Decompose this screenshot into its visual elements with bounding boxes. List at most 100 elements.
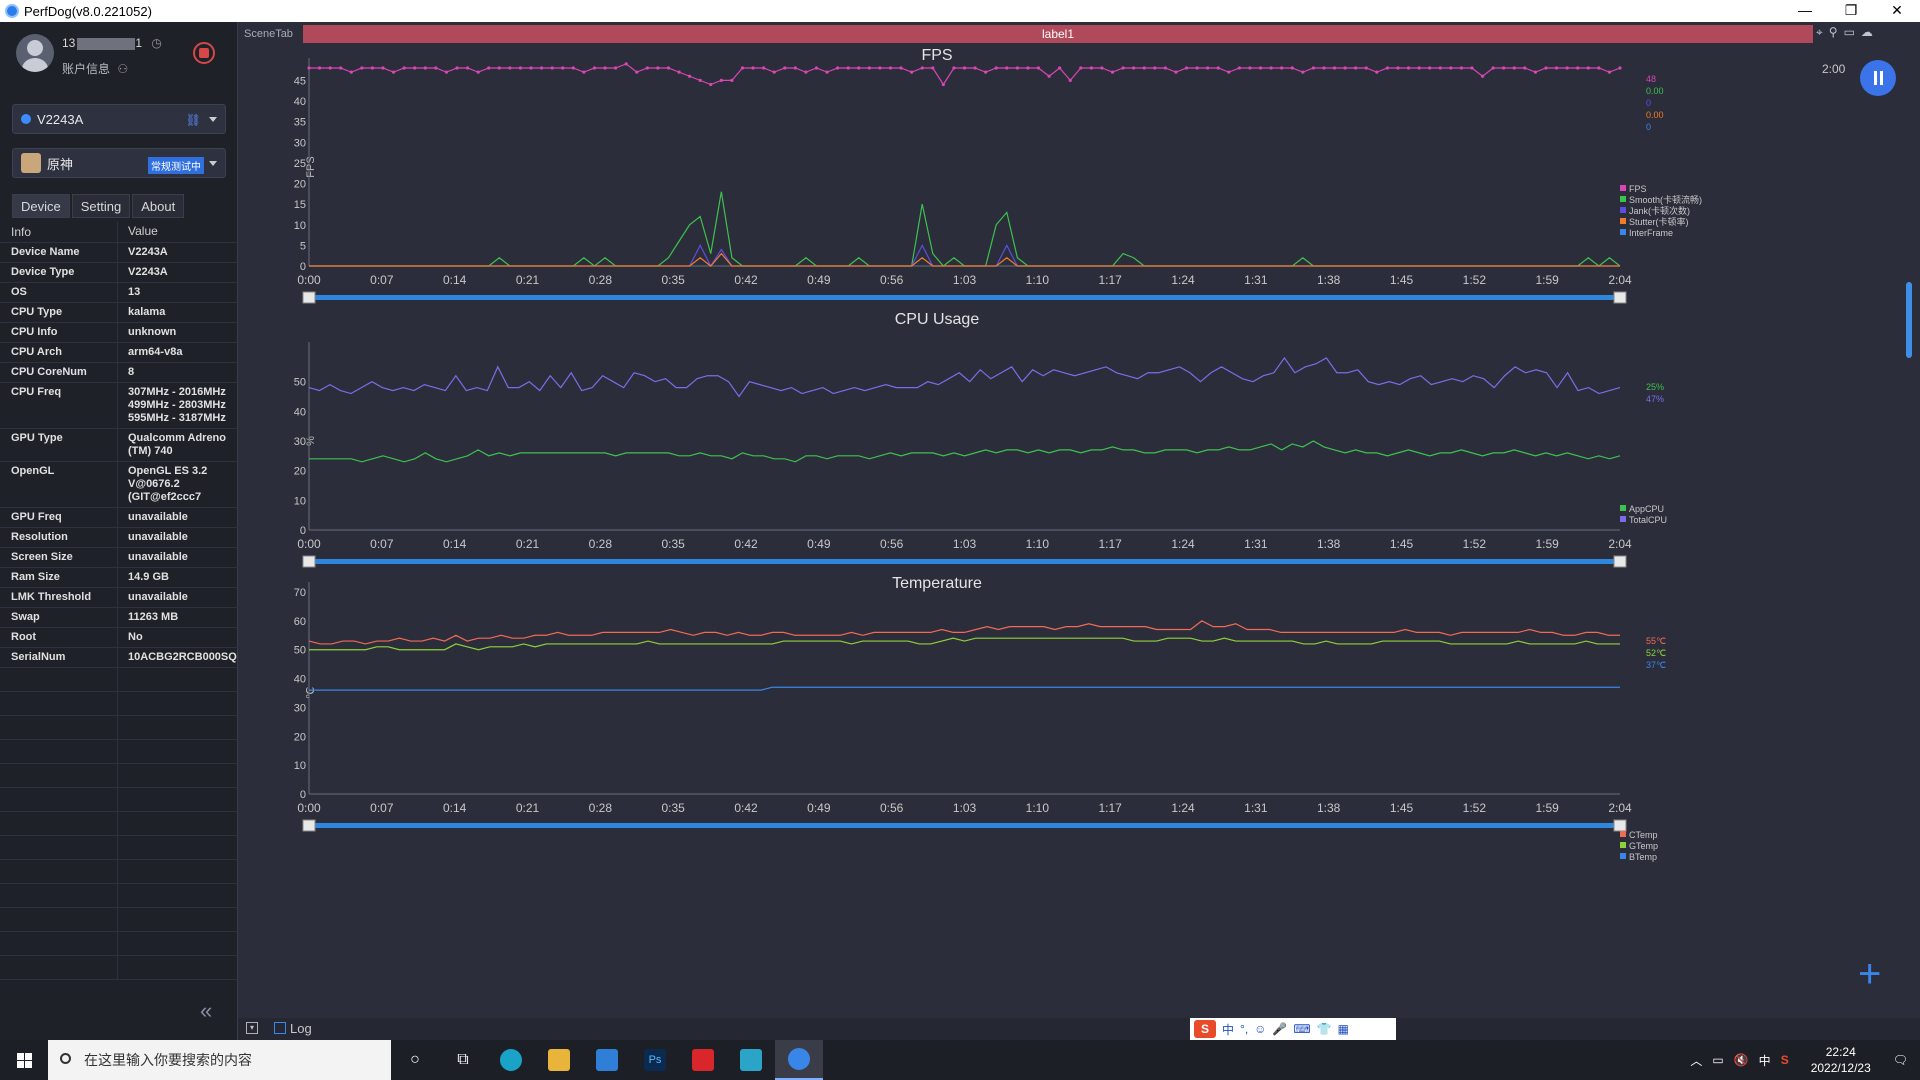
data-point: [1174, 70, 1178, 74]
table-row: CPU Type kalama: [0, 303, 238, 323]
pause-button[interactable]: [1860, 60, 1896, 96]
bottom-bar: ▾ Log S 中 °, ☺ 🎤 ⌨ 👕 ▦: [238, 1018, 1920, 1040]
maximize-button[interactable]: ❐: [1844, 2, 1858, 18]
ime-chinese-mode[interactable]: 中: [1222, 1022, 1235, 1037]
table-row: CPU Freq 307MHz - 2016MHz 499MHz - 2803MH…: [0, 383, 238, 429]
y-tick-label: 45: [294, 75, 306, 87]
folder-icon[interactable]: ▭: [1843, 25, 1855, 39]
sogou-ime-icon[interactable]: S: [1194, 1020, 1216, 1038]
clock[interactable]: 22:24 2022/12/23: [1811, 1044, 1871, 1076]
collapse-sidebar-icon[interactable]: «: [200, 998, 213, 1023]
ime-language[interactable]: 中: [1758, 1053, 1771, 1068]
data-point: [1438, 66, 1442, 70]
legend-label: Jank(卡顿次数): [1629, 205, 1690, 216]
legend-label: BTemp: [1629, 852, 1657, 862]
data-point: [1417, 66, 1421, 70]
info-key: Root: [0, 628, 118, 647]
legend-swatch: [1620, 505, 1626, 511]
notification-icon[interactable]: 🗨: [1892, 1053, 1908, 1067]
sogou-tray-icon[interactable]: S: [1780, 1053, 1789, 1067]
edge-browser-icon[interactable]: [487, 1040, 535, 1080]
info-value: 8: [128, 366, 135, 378]
minimize-button[interactable]: —: [1798, 2, 1812, 18]
table-row: OS 13: [0, 283, 238, 303]
data-point: [592, 66, 597, 70]
info-key: Screen Size: [0, 548, 118, 567]
location-icon[interactable]: ⌖: [1816, 25, 1823, 39]
x-tick-label: 0:21: [516, 273, 540, 287]
tab-about[interactable]: About: [132, 194, 185, 218]
empty-table-row: [0, 668, 238, 692]
legend-label: InterFrame: [1629, 228, 1673, 238]
tab-setting[interactable]: Setting: [71, 194, 131, 218]
data-point: [444, 70, 449, 74]
y-tick-label: 0: [300, 261, 306, 273]
main-panel: SceneTab label1 ⌖ ⚲ ▭ ☁ FPS FPS 0 5 10 15 20 25…: [238, 22, 1920, 1040]
volume-muted-icon[interactable]: 🔇: [1733, 1053, 1749, 1067]
label-bar[interactable]: label1: [303, 25, 1813, 43]
network-icon[interactable]: ▭: [1712, 1053, 1724, 1067]
task-view-icon[interactable]: ⧉: [457, 1051, 469, 1068]
scene-tab[interactable]: SceneTab: [244, 28, 293, 40]
chevron-down-icon: [209, 161, 217, 166]
vertical-scrollbar[interactable]: [1906, 282, 1912, 358]
legend-swatch: [1620, 218, 1626, 224]
x-tick-label: 0:49: [807, 801, 831, 815]
ime-menu-icon[interactable]: ▦: [1337, 1022, 1349, 1036]
info-key: OpenGL: [0, 462, 118, 507]
series-line: [308, 356, 1621, 398]
chart-title: Temperature: [892, 575, 982, 592]
tab-device[interactable]: Device: [12, 194, 70, 218]
photoshop-icon[interactable]: Ps: [631, 1040, 679, 1080]
ime-voice-icon[interactable]: 🎤: [1272, 1022, 1288, 1036]
expand-log-icon[interactable]: ▾: [246, 1022, 258, 1034]
y-tick-label: 20: [294, 731, 306, 743]
top-toolbar: ⌖ ⚲ ▭ ☁: [1816, 25, 1873, 40]
info-value: Qualcomm Adreno (TM) 740: [128, 432, 226, 457]
y-tick-label: 20: [294, 179, 306, 191]
account-panel: 13 1 ◷ 账户信息 ⚇: [0, 22, 238, 86]
app-select-value: 原神: [47, 156, 74, 172]
live-value: 47%: [1646, 394, 1664, 404]
ime-punctuation[interactable]: °,: [1240, 1022, 1249, 1036]
data-point: [878, 66, 882, 70]
tray-expand-icon[interactable]: ︿: [1690, 1053, 1703, 1068]
y-tick-label: 20: [294, 466, 306, 478]
stop-record-button[interactable]: [193, 42, 215, 64]
pin-icon[interactable]: ⚲: [1828, 25, 1838, 39]
windows-start-icon[interactable]: [0, 1040, 48, 1080]
cloud-icon[interactable]: ☁: [1860, 25, 1873, 39]
legend-swatch: [1620, 516, 1626, 522]
data-point: [1248, 66, 1252, 70]
avatar[interactable]: [16, 34, 54, 72]
data-point: [1195, 66, 1199, 70]
ime-skin-icon[interactable]: 👕: [1316, 1022, 1332, 1036]
device-select[interactable]: V2243A ⛓: [12, 104, 226, 134]
data-point: [539, 66, 544, 70]
data-point: [529, 66, 533, 70]
cortana-icon[interactable]: ○: [410, 1051, 420, 1068]
mail-icon[interactable]: [583, 1040, 631, 1080]
table-row: SerialNum 10ACBG2RCB000SQ: [0, 648, 238, 668]
ime-keyboard-icon[interactable]: ⌨: [1293, 1022, 1311, 1036]
x-tick-label: 1:59: [1535, 273, 1559, 287]
data-point: [1216, 66, 1220, 70]
data-point: [487, 66, 491, 70]
taskbar-search-input[interactable]: 在这里输入你要搜索的内容: [48, 1040, 391, 1080]
close-button[interactable]: ✕: [1891, 2, 1903, 18]
acrobat-icon[interactable]: [679, 1040, 727, 1080]
app-select[interactable]: 原神 常规测试中: [12, 148, 226, 178]
account-info-link[interactable]: 账户信息 ⚇: [62, 62, 129, 76]
log-checkbox[interactable]: [274, 1022, 286, 1034]
perfdog-taskbar-icon[interactable]: [775, 1040, 823, 1080]
y-tick-label: 50: [294, 377, 306, 389]
ime-emoji-icon[interactable]: ☺: [1254, 1022, 1267, 1036]
live-value: 48: [1646, 74, 1656, 84]
data-point: [994, 66, 998, 70]
info-value: 13: [128, 286, 141, 298]
add-chart-button[interactable]: +: [1858, 952, 1882, 996]
file-explorer-icon[interactable]: [535, 1040, 583, 1080]
info-value: V2243A: [128, 246, 168, 258]
app-store-icon[interactable]: [727, 1040, 775, 1080]
live-value: 37℃: [1646, 660, 1666, 670]
